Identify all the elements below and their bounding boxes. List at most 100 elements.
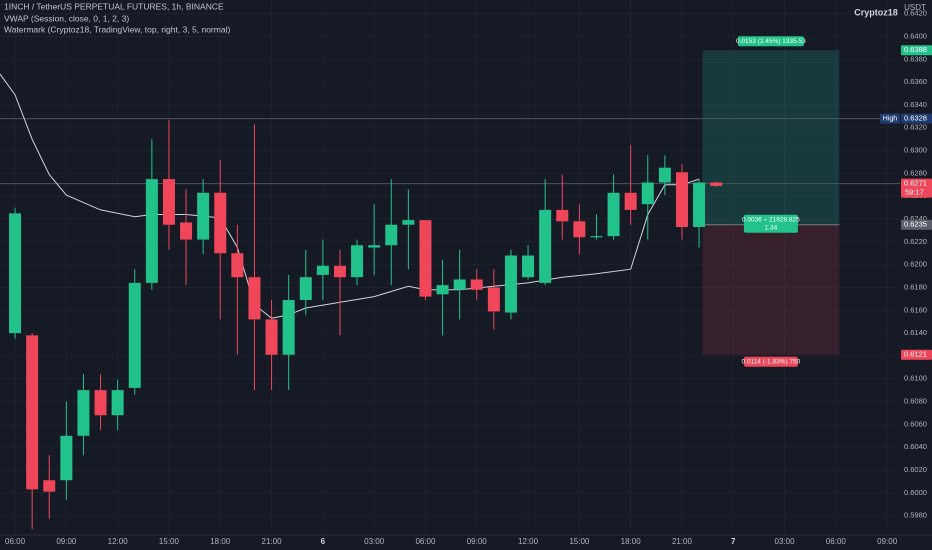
- ratio-label: 1.34: [765, 224, 778, 231]
- stop-label: 0.0114 (-1.83%) 750: [742, 358, 801, 365]
- y-tick-label: 0.6340: [904, 100, 927, 109]
- candle-body: [94, 390, 107, 416]
- candle-body: [111, 390, 124, 416]
- candle-body: [487, 287, 500, 312]
- price-label: 0.6235: [904, 220, 927, 229]
- price-label-box: [901, 45, 932, 56]
- candle-body: [693, 182, 706, 228]
- candle-body: [573, 221, 586, 238]
- candle-body: [282, 300, 295, 355]
- candle-body: [539, 209, 552, 283]
- candle-body: [248, 277, 261, 320]
- high-price-label-box: [901, 113, 932, 124]
- candle-body: [9, 213, 22, 334]
- y-tick-label: 0.5980: [904, 511, 927, 520]
- candle-body: [624, 192, 637, 210]
- price-label-box: [901, 219, 932, 230]
- candle-body: [197, 192, 210, 240]
- y-tick-label: 0.6140: [904, 328, 927, 337]
- x-tick-label: 15:00: [159, 537, 180, 546]
- candle-body: [641, 182, 654, 205]
- x-tick-label: 21:00: [262, 537, 283, 546]
- chart-title: 1INCH / TetherUS PERPETUAL FUTURES, 1h, …: [4, 1, 224, 11]
- candle-body: [77, 390, 90, 436]
- price-axis: [900, 0, 932, 550]
- last-price-box: [901, 178, 932, 198]
- candle-body: [504, 255, 517, 313]
- candle-body: [162, 179, 175, 225]
- entry-label: 0.0036 ÷ 21929.825: [742, 216, 800, 223]
- countdown: 59:17: [905, 188, 924, 197]
- loss-zone: [702, 224, 840, 355]
- candle-body: [265, 319, 278, 355]
- x-tick-label: 15:00: [569, 537, 590, 546]
- indicator-label: VWAP (Session, close, 0, 1, 2, 3): [4, 13, 129, 23]
- candle-body: [26, 335, 39, 490]
- y-tick-label: 0.6180: [904, 282, 927, 291]
- x-tick-label: 06:00: [826, 537, 847, 546]
- y-tick-label: 0.6300: [904, 146, 927, 155]
- indicator-label: Watermark (Cryptoz18, TradingView, top, …: [4, 24, 230, 34]
- y-tick-label: 0.6360: [904, 77, 927, 86]
- candle-body: [60, 435, 73, 481]
- candle-body: [607, 192, 620, 237]
- candle-body: [316, 265, 329, 275]
- candle-body: [333, 265, 346, 278]
- profit-zone: [702, 50, 840, 225]
- x-tick-label: 03:00: [775, 537, 796, 546]
- currency: USDT: [904, 3, 926, 12]
- price-label-box: [901, 349, 932, 360]
- high-tag: High: [883, 115, 898, 122]
- y-tick-label: 0.6060: [904, 419, 927, 428]
- candle-body: [231, 253, 244, 278]
- candle-body: [675, 172, 688, 228]
- candle-body: [710, 182, 723, 186]
- candle-body: [368, 245, 381, 248]
- high-tag-box: [880, 113, 900, 124]
- candle-body: [658, 167, 671, 183]
- candle-body: [385, 224, 398, 246]
- last-price-label: 0.6271: [904, 179, 927, 188]
- candle-body: [556, 209, 569, 222]
- watermark: Cryptoz18: [854, 7, 898, 17]
- y-tick-label: 0.6020: [904, 465, 927, 474]
- y-tick-label: 0.6220: [904, 237, 927, 246]
- y-tick-label: 0.6380: [904, 54, 927, 63]
- y-tick-label: 0.6420: [904, 9, 927, 18]
- y-tick-label: 0.6240: [904, 214, 927, 223]
- candle-body: [402, 220, 415, 225]
- candle-body: [299, 277, 312, 301]
- candle-body: [180, 222, 193, 240]
- target-label: 0.0153 (2.45%) 1335.53: [736, 38, 806, 45]
- high-price-label: 0.6328: [904, 114, 927, 123]
- candle-body: [128, 282, 141, 388]
- candle-body: [590, 236, 603, 238]
- x-tick-label: 18:00: [210, 537, 231, 546]
- entry-tag: [743, 214, 798, 233]
- x-tick-label: 03:00: [364, 537, 385, 546]
- x-tick-label: 6: [321, 537, 326, 546]
- y-tick-label: 0.6280: [904, 168, 927, 177]
- x-tick-label: 09:00: [467, 537, 488, 546]
- x-tick-label: 18:00: [621, 537, 642, 546]
- y-tick-label: 0.6040: [904, 442, 927, 451]
- candle-body: [351, 245, 364, 278]
- y-tick-label: 0.6160: [904, 305, 927, 314]
- x-tick-label: 09:00: [877, 537, 898, 546]
- target-tag: [737, 36, 804, 47]
- price-label: 0.6121: [904, 350, 927, 359]
- x-tick-label: 06:00: [5, 537, 26, 546]
- y-tick-label: 0.6080: [904, 397, 927, 406]
- price-label: 0.6388: [904, 45, 927, 54]
- y-tick-label: 0.6320: [904, 123, 927, 132]
- x-tick-label: 12:00: [518, 537, 539, 546]
- candle-body: [145, 179, 158, 283]
- candle-body: [43, 480, 56, 492]
- candle-body: [453, 279, 466, 290]
- y-tick-label: 0.6100: [904, 374, 927, 383]
- x-tick-label: 21:00: [672, 537, 693, 546]
- candle-body: [522, 255, 535, 278]
- y-tick-label: 0.6200: [904, 260, 927, 269]
- y-tick-label: 0.6400: [904, 31, 927, 40]
